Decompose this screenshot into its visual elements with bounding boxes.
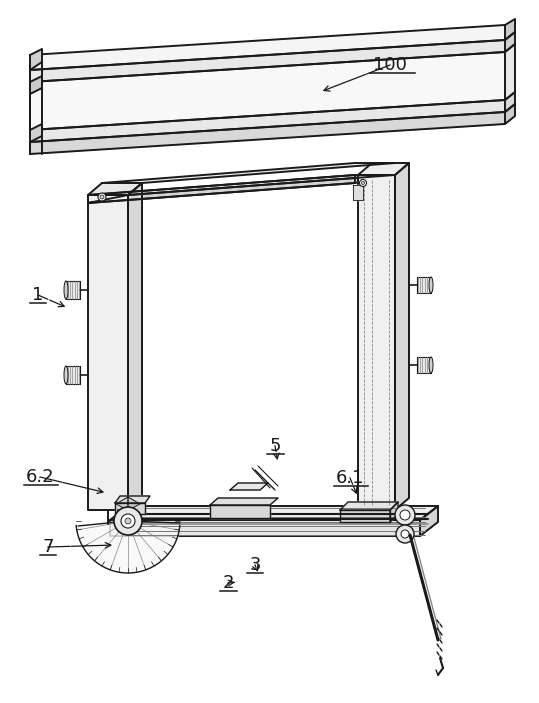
Circle shape bbox=[395, 505, 415, 525]
Polygon shape bbox=[417, 357, 431, 373]
Polygon shape bbox=[30, 76, 42, 94]
Polygon shape bbox=[88, 195, 128, 510]
Polygon shape bbox=[505, 32, 515, 52]
Polygon shape bbox=[390, 502, 398, 522]
Ellipse shape bbox=[429, 357, 433, 373]
Polygon shape bbox=[110, 506, 438, 520]
Text: 5: 5 bbox=[270, 437, 281, 455]
Polygon shape bbox=[210, 498, 278, 505]
Polygon shape bbox=[505, 19, 515, 40]
Text: 3: 3 bbox=[249, 556, 261, 574]
Polygon shape bbox=[128, 183, 142, 510]
Circle shape bbox=[121, 514, 135, 528]
Text: 100: 100 bbox=[373, 56, 407, 74]
Polygon shape bbox=[30, 52, 505, 130]
Polygon shape bbox=[30, 124, 42, 142]
Ellipse shape bbox=[64, 366, 68, 384]
Polygon shape bbox=[505, 92, 515, 112]
Polygon shape bbox=[66, 281, 80, 299]
Text: 2: 2 bbox=[222, 574, 234, 592]
Polygon shape bbox=[102, 163, 395, 183]
Polygon shape bbox=[358, 163, 409, 175]
Text: 1: 1 bbox=[32, 286, 44, 304]
Polygon shape bbox=[358, 175, 395, 510]
Circle shape bbox=[396, 525, 414, 543]
Polygon shape bbox=[88, 175, 355, 203]
Polygon shape bbox=[88, 175, 395, 203]
Polygon shape bbox=[128, 497, 140, 510]
Text: 6.1: 6.1 bbox=[336, 469, 364, 487]
Circle shape bbox=[400, 510, 410, 520]
Polygon shape bbox=[353, 185, 363, 200]
Circle shape bbox=[401, 530, 409, 538]
Polygon shape bbox=[30, 100, 505, 142]
Polygon shape bbox=[340, 502, 398, 510]
Polygon shape bbox=[30, 25, 505, 70]
Polygon shape bbox=[110, 520, 420, 536]
Polygon shape bbox=[505, 44, 515, 100]
Circle shape bbox=[360, 179, 367, 186]
Polygon shape bbox=[395, 163, 409, 510]
Text: 6.2: 6.2 bbox=[26, 468, 54, 486]
Polygon shape bbox=[115, 496, 150, 503]
Polygon shape bbox=[420, 506, 438, 536]
Polygon shape bbox=[230, 483, 268, 490]
Circle shape bbox=[125, 518, 131, 524]
Circle shape bbox=[98, 193, 106, 201]
Polygon shape bbox=[88, 175, 395, 195]
Polygon shape bbox=[116, 497, 128, 510]
Polygon shape bbox=[88, 183, 142, 195]
Polygon shape bbox=[340, 510, 390, 522]
Polygon shape bbox=[505, 104, 515, 124]
Polygon shape bbox=[115, 503, 145, 514]
Text: 7: 7 bbox=[42, 538, 54, 556]
Circle shape bbox=[100, 195, 104, 199]
Polygon shape bbox=[66, 366, 80, 384]
Polygon shape bbox=[30, 112, 505, 154]
Polygon shape bbox=[30, 49, 42, 70]
Circle shape bbox=[114, 507, 142, 535]
Polygon shape bbox=[76, 521, 180, 573]
Polygon shape bbox=[210, 505, 270, 518]
Circle shape bbox=[362, 181, 364, 184]
Polygon shape bbox=[417, 277, 431, 293]
Polygon shape bbox=[30, 40, 505, 82]
Ellipse shape bbox=[64, 281, 68, 299]
Ellipse shape bbox=[429, 277, 433, 293]
